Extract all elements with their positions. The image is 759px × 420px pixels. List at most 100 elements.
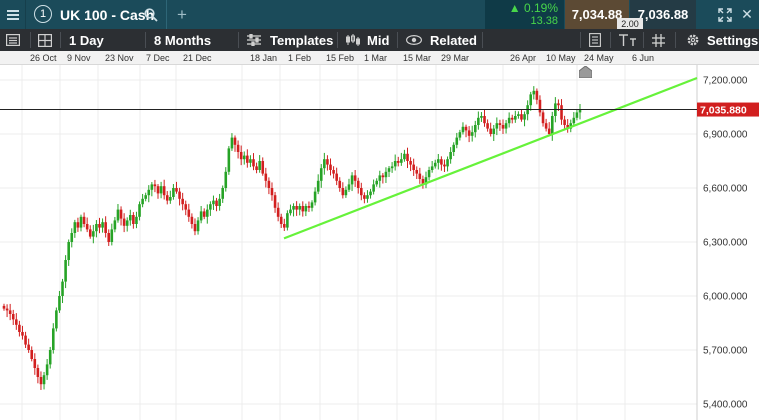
toolbar-divider — [580, 32, 581, 48]
search-icon[interactable] — [142, 0, 160, 29]
candle-body — [39, 377, 43, 385]
close-icon[interactable]: ✕ — [741, 6, 753, 22]
sell-price-button[interactable]: 7,034.88 — [565, 0, 629, 29]
candle-body — [227, 148, 231, 172]
instrument-name[interactable]: UK 100 - Cash — [60, 6, 155, 23]
candle-body — [507, 117, 511, 124]
candle-body — [393, 161, 397, 167]
candle-body — [464, 126, 468, 131]
candle-body — [239, 152, 243, 160]
candle-body — [11, 314, 15, 320]
text-icon[interactable] — [619, 29, 637, 51]
candle-body — [21, 332, 24, 336]
candle-body — [467, 130, 471, 136]
trendline[interactable] — [283, 76, 698, 240]
candle-body — [128, 215, 132, 221]
price-chart[interactable]: 7,200.000 6,900.000 6,600.000 6,300.000 6,00… — [0, 65, 759, 420]
candle-body — [557, 103, 560, 106]
candle-body — [51, 328, 55, 350]
candle-body — [470, 132, 474, 136]
plus-icon[interactable]: + — [177, 4, 187, 24]
toolbar-divider — [145, 32, 146, 48]
time-axis-label: 6 Jun — [632, 53, 655, 63]
candle-body — [563, 119, 566, 125]
candle-body — [375, 180, 379, 185]
notes-icon[interactable] — [589, 29, 601, 51]
candle-body — [369, 191, 372, 196]
scroll-to-latest-icon[interactable] — [579, 66, 592, 78]
price-type-selector[interactable]: Mid — [367, 32, 390, 48]
price-axis-label: 7,200.000 — [703, 76, 748, 87]
candle-body — [307, 206, 311, 208]
candle-body — [212, 200, 215, 205]
eye-icon[interactable] — [406, 29, 422, 51]
candle-body — [292, 206, 295, 210]
candle-body — [101, 222, 104, 228]
candle-body — [363, 195, 366, 199]
candle-body — [242, 155, 246, 160]
grid-icon[interactable] — [652, 29, 665, 51]
candle-body — [532, 90, 536, 95]
price-axis-label: 6,900.000 — [703, 130, 748, 141]
up-arrow-icon: ▲ — [508, 0, 521, 15]
candle-body — [193, 224, 197, 232]
candle-body — [276, 207, 280, 217]
candle-body — [495, 123, 499, 129]
candle-body — [178, 191, 181, 199]
toolbar-divider — [30, 32, 31, 48]
chart-toolbar: 1 Day 8 Months Templates Mid Related Set… — [0, 29, 759, 51]
candle-body — [415, 170, 419, 174]
candle-body — [150, 184, 154, 190]
price-axis-label: 6,300.000 — [703, 238, 748, 249]
layout-icon[interactable] — [38, 29, 52, 51]
time-axis-label: 1 Feb — [288, 53, 312, 63]
candle-body — [122, 218, 126, 226]
gear-icon[interactable] — [686, 29, 700, 51]
candle-body — [298, 206, 302, 210]
candle-body — [104, 222, 107, 233]
candle-body — [304, 206, 308, 212]
candle-body — [550, 116, 554, 134]
candle-body — [560, 105, 563, 120]
time-axis-label: 15 Feb — [326, 53, 355, 63]
spread-value: 2.00 — [617, 18, 643, 29]
range-selector[interactable]: 8 Months — [154, 32, 212, 48]
header-divider — [166, 0, 167, 29]
related-button[interactable]: Related — [430, 32, 477, 48]
candle-body — [79, 216, 83, 228]
sidebar-icon[interactable] — [6, 29, 20, 51]
candle-body — [153, 184, 157, 187]
candle-body — [2, 305, 6, 309]
candles-icon[interactable] — [346, 29, 360, 51]
time-axis-label: 29 Mar — [441, 53, 470, 63]
candle-body — [95, 224, 98, 232]
toolbar-divider — [643, 32, 644, 48]
candle-body — [135, 216, 138, 224]
candle-body — [30, 350, 34, 359]
candle-body — [455, 137, 459, 145]
change-percent-row: ▲ 0.19% — [508, 0, 558, 15]
templates-button[interactable]: Templates — [270, 32, 334, 48]
interval-selector[interactable]: 1 Day — [69, 32, 104, 48]
candle-body — [575, 112, 579, 118]
settings-button[interactable]: Settings — [707, 32, 759, 48]
candle-body — [181, 198, 184, 205]
time-axis-label: 1 Mar — [364, 53, 388, 63]
candle-body — [196, 220, 200, 232]
candle-body — [67, 242, 70, 260]
candle-body — [430, 166, 434, 170]
time-axis-label: 26 Apr — [510, 53, 537, 63]
candle-body — [138, 204, 141, 217]
candle-body — [501, 125, 505, 129]
toolbar-divider — [610, 32, 611, 48]
candle-body — [400, 159, 403, 163]
toolbar-divider — [482, 32, 483, 48]
support-trendline[interactable] — [283, 76, 698, 240]
time-axis-label: 23 Nov — [105, 53, 134, 63]
time-axis-label: 24 May — [584, 53, 614, 63]
expand-icon[interactable] — [716, 0, 734, 29]
hamburger-icon[interactable] — [0, 0, 26, 29]
time-axis: 26 Oct 9 Nov 23 Nov 7 Dec 21 Dec 18 Jan … — [0, 51, 759, 65]
panel-number-badge[interactable]: 1 — [34, 5, 52, 23]
templates-icon[interactable] — [247, 29, 261, 51]
